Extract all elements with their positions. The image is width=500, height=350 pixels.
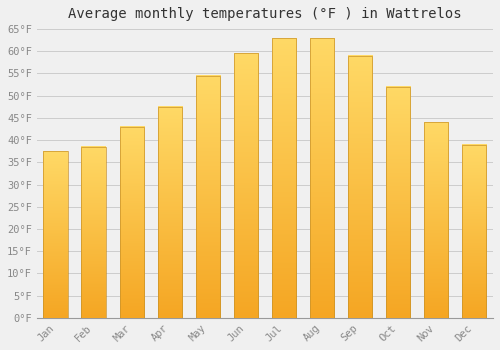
Bar <box>44 151 68 318</box>
Bar <box>348 56 372 318</box>
Bar <box>462 145 486 318</box>
Title: Average monthly temperatures (°F ) in Wattrelos: Average monthly temperatures (°F ) in Wa… <box>68 7 462 21</box>
Bar <box>272 38 296 318</box>
Bar <box>424 122 448 318</box>
Bar <box>196 76 220 318</box>
Bar <box>120 127 144 318</box>
Bar <box>234 54 258 318</box>
Bar <box>386 87 410 318</box>
Bar <box>158 107 182 318</box>
Bar <box>82 147 106 318</box>
Bar <box>310 38 334 318</box>
